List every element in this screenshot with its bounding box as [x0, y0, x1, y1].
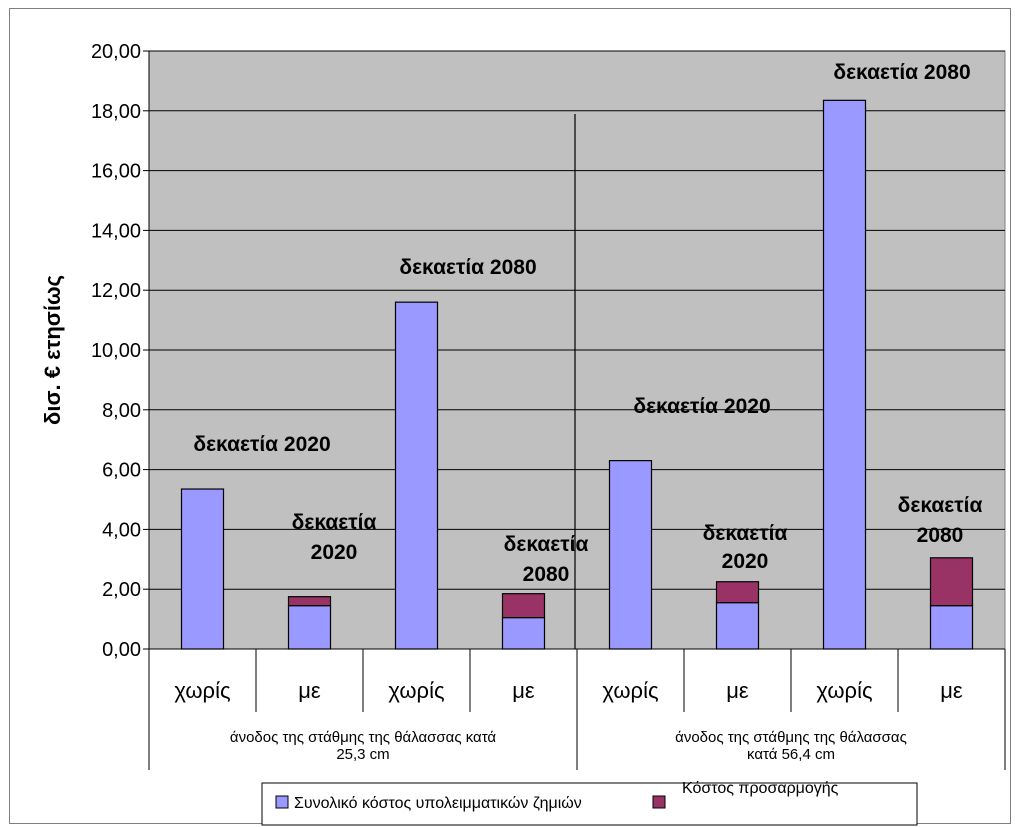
bar-residual-damage: [287, 605, 332, 650]
legend-swatch-adaptation: [652, 795, 666, 809]
legend-border: [261, 782, 918, 826]
category-label: με: [940, 678, 963, 703]
y-tick-label: 12,00: [91, 280, 141, 302]
legend-label-adaptation: Κόστος προσαρμογής: [682, 780, 839, 797]
y-tick-label: 16,00: [91, 161, 141, 183]
bar-residual-damage: [715, 602, 760, 650]
bar-adaptation-cost: [715, 581, 760, 604]
category-label: χωρίς: [388, 678, 444, 703]
legend-swatch-residual: [275, 795, 289, 809]
bar-residual-damage: [822, 99, 867, 650]
bar-adaptation-cost: [501, 593, 546, 619]
decade-annotation: δεκαετία 2020: [193, 433, 330, 456]
decade-annotation: δεκαετία 2080: [833, 61, 970, 84]
category-label: χωρίς: [602, 678, 658, 703]
category-label: χωρίς: [174, 678, 230, 703]
y-axis-label: δισ. € ετησίως: [40, 275, 65, 425]
y-tick-label: 20,00: [91, 41, 141, 63]
legend-label-residual: Συνολικό κόστος υπολειμματικών ζημιών: [294, 795, 582, 812]
group-label: άνοδος της στάθμης της θάλασσας κατά 25,3…: [230, 729, 497, 763]
decade-annotation: δεκαετία 2080: [504, 533, 589, 586]
bar-adaptation-cost: [287, 596, 332, 607]
bar-residual-damage: [929, 605, 974, 650]
y-tick-label: 4,00: [102, 519, 141, 541]
legend: Συνολικό κόστος υπολειμματικών ζημιών Κό…: [261, 780, 918, 826]
decade-annotation: δεκαετία 2020: [703, 522, 788, 573]
bar-residual-damage: [501, 617, 546, 650]
category-label: χωρίς: [816, 678, 872, 703]
y-tick-label: 0,00: [102, 639, 141, 661]
bar-residual-damage: [180, 488, 225, 650]
bar-residual-damage: [394, 301, 439, 650]
group-label: άνοδος της στάθμης της θάλασσας κατά 56,4…: [675, 729, 907, 763]
decade-annotation: δεκαετία 2080: [399, 256, 536, 279]
category-label: με: [726, 678, 749, 703]
y-tick-label: 8,00: [102, 400, 141, 422]
y-tick-label: 10,00: [91, 340, 141, 362]
decade-annotation: δεκαετία 2080: [898, 494, 983, 547]
decade-annotation: δεκαετία 2020: [633, 395, 770, 418]
category-label: με: [512, 678, 535, 703]
y-tick-label: 18,00: [91, 101, 141, 123]
y-tick-label: 14,00: [91, 220, 141, 242]
decade-annotation: δεκαετία 2020: [292, 511, 377, 564]
bar-residual-damage: [608, 460, 653, 650]
category-label: με: [298, 678, 321, 703]
bar-adaptation-cost: [929, 557, 974, 607]
y-tick-label: 2,00: [102, 579, 141, 601]
y-tick-label: 6,00: [102, 460, 141, 482]
